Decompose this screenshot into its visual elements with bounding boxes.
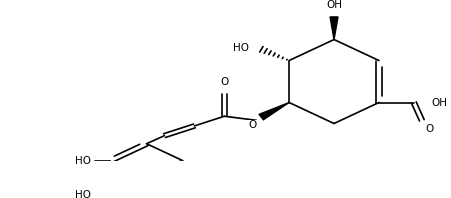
Text: HO: HO	[75, 156, 91, 166]
Polygon shape	[258, 103, 289, 120]
Text: OH: OH	[431, 97, 447, 108]
Text: O: O	[248, 120, 256, 130]
Text: OH: OH	[325, 0, 341, 10]
Polygon shape	[329, 17, 337, 40]
Text: O: O	[220, 77, 228, 87]
Text: HO: HO	[75, 189, 91, 198]
Text: O: O	[425, 124, 433, 134]
Text: HO: HO	[233, 43, 249, 53]
